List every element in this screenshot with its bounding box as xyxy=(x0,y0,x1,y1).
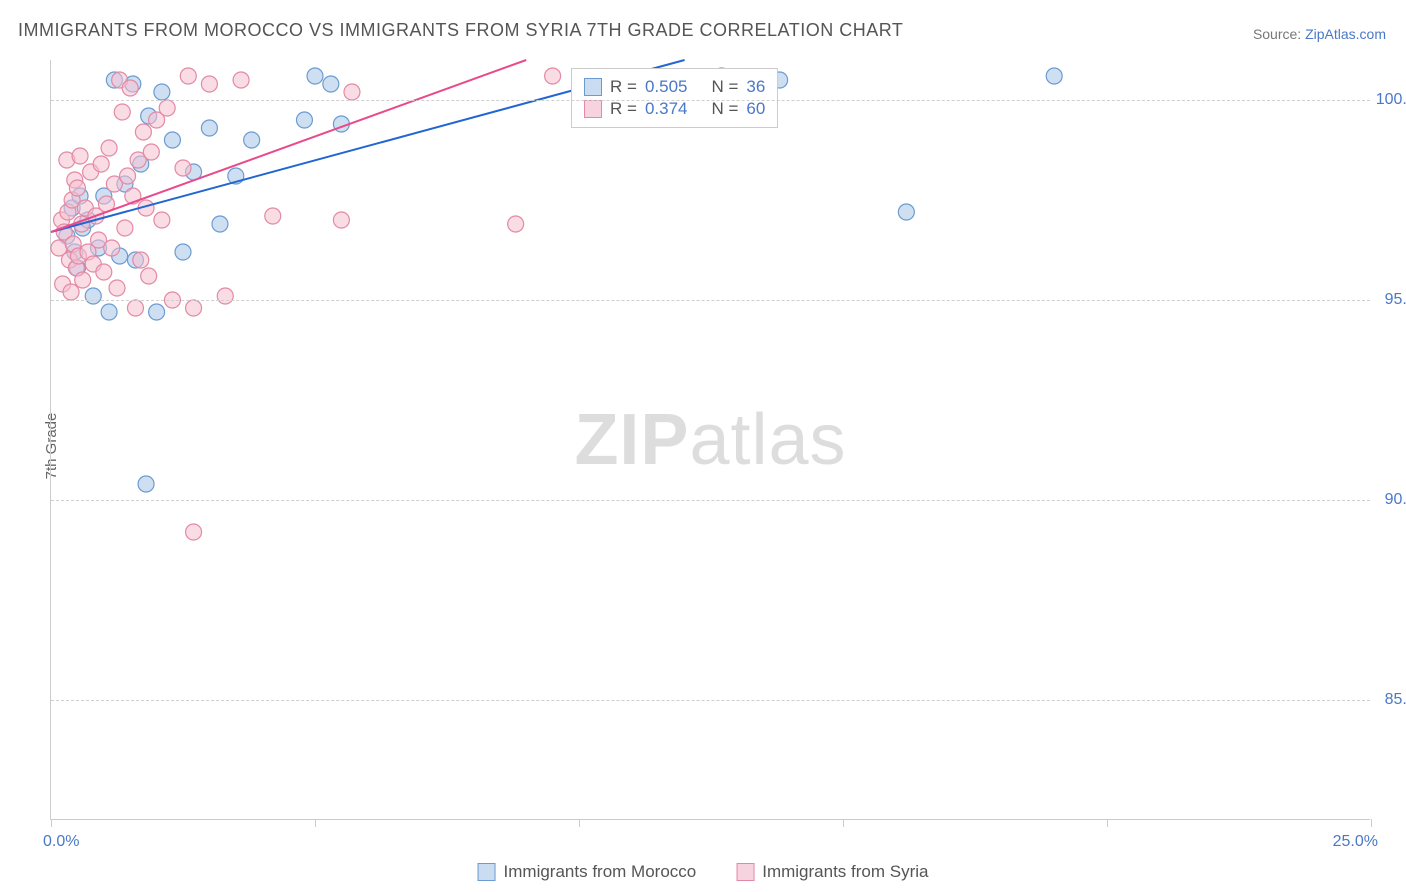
data-point xyxy=(117,220,133,236)
data-point xyxy=(143,144,159,160)
y-tick-label: 100.0% xyxy=(1375,91,1406,109)
data-point xyxy=(323,76,339,92)
y-tick-label: 85.0% xyxy=(1375,691,1406,709)
legend-row-syria: R = 0.374 N = 60 xyxy=(584,99,765,119)
tick-v xyxy=(1107,819,1108,827)
scatter-plot-svg xyxy=(51,60,1370,819)
tick-v xyxy=(315,819,316,827)
data-point xyxy=(122,80,138,96)
data-point xyxy=(85,288,101,304)
source-link[interactable]: ZipAtlas.com xyxy=(1305,26,1386,42)
data-point xyxy=(201,76,217,92)
data-point xyxy=(217,288,233,304)
r-label: R = xyxy=(610,77,637,97)
tick-v xyxy=(579,819,580,827)
gridline-h xyxy=(51,700,1370,701)
source-attribution: Source: ZipAtlas.com xyxy=(1253,26,1386,42)
swatch-morocco-bottom xyxy=(478,863,496,881)
source-prefix: Source: xyxy=(1253,26,1305,42)
chart-title: IMMIGRANTS FROM MOROCCO VS IMMIGRANTS FR… xyxy=(18,20,903,41)
data-point xyxy=(1046,68,1062,84)
data-point xyxy=(898,204,914,220)
data-point xyxy=(114,104,130,120)
tick-v xyxy=(51,819,52,827)
data-point xyxy=(307,68,323,84)
n-label: N = xyxy=(711,77,738,97)
data-point xyxy=(96,264,112,280)
data-point xyxy=(63,284,79,300)
legend-item-syria: Immigrants from Syria xyxy=(736,862,928,882)
data-point xyxy=(93,156,109,172)
x-tick-last: 25.0% xyxy=(1333,833,1378,851)
n-label: N = xyxy=(711,99,738,119)
data-point xyxy=(164,132,180,148)
chart-plot-area: ZIPatlas R = 0.505 N = 36 R = 0.374 N = … xyxy=(50,60,1370,820)
data-point xyxy=(138,476,154,492)
data-point xyxy=(212,216,228,232)
swatch-syria xyxy=(584,100,602,118)
data-point xyxy=(133,252,149,268)
data-point xyxy=(344,84,360,100)
data-point xyxy=(201,120,217,136)
data-point xyxy=(141,268,157,284)
r-value-syria: 0.374 xyxy=(645,99,688,119)
data-point xyxy=(296,112,312,128)
data-point xyxy=(186,524,202,540)
gridline-h xyxy=(51,300,1370,301)
data-point xyxy=(69,180,85,196)
tick-v xyxy=(843,819,844,827)
legend-item-morocco: Immigrants from Morocco xyxy=(478,862,697,882)
data-point xyxy=(265,208,281,224)
legend-row-morocco: R = 0.505 N = 36 xyxy=(584,77,765,97)
n-value-morocco: 36 xyxy=(746,77,765,97)
bottom-legend: Immigrants from Morocco Immigrants from … xyxy=(478,862,929,882)
y-tick-label: 90.0% xyxy=(1375,491,1406,509)
data-point xyxy=(175,244,191,260)
data-point xyxy=(154,84,170,100)
r-value-morocco: 0.505 xyxy=(645,77,688,97)
data-point xyxy=(508,216,524,232)
data-point xyxy=(127,300,143,316)
correlation-legend-box: R = 0.505 N = 36 R = 0.374 N = 60 xyxy=(571,68,778,128)
swatch-syria-bottom xyxy=(736,863,754,881)
swatch-morocco xyxy=(584,78,602,96)
legend-label-morocco: Immigrants from Morocco xyxy=(504,862,697,882)
data-point xyxy=(104,240,120,256)
data-point xyxy=(233,72,249,88)
data-point xyxy=(101,304,117,320)
gridline-h xyxy=(51,100,1370,101)
r-label: R = xyxy=(610,99,637,119)
data-point xyxy=(72,148,88,164)
data-point xyxy=(180,68,196,84)
n-value-syria: 60 xyxy=(746,99,765,119)
data-point xyxy=(120,168,136,184)
data-point xyxy=(175,160,191,176)
data-point xyxy=(244,132,260,148)
legend-label-syria: Immigrants from Syria xyxy=(762,862,928,882)
data-point xyxy=(149,304,165,320)
data-point xyxy=(159,100,175,116)
data-point xyxy=(333,212,349,228)
data-point xyxy=(186,300,202,316)
data-point xyxy=(135,124,151,140)
data-point xyxy=(75,272,91,288)
data-point xyxy=(545,68,561,84)
data-point xyxy=(109,280,125,296)
y-tick-label: 95.0% xyxy=(1375,291,1406,309)
gridline-h xyxy=(51,500,1370,501)
data-point xyxy=(154,212,170,228)
tick-v xyxy=(1371,819,1372,827)
data-point xyxy=(101,140,117,156)
x-tick-first: 0.0% xyxy=(43,833,79,851)
